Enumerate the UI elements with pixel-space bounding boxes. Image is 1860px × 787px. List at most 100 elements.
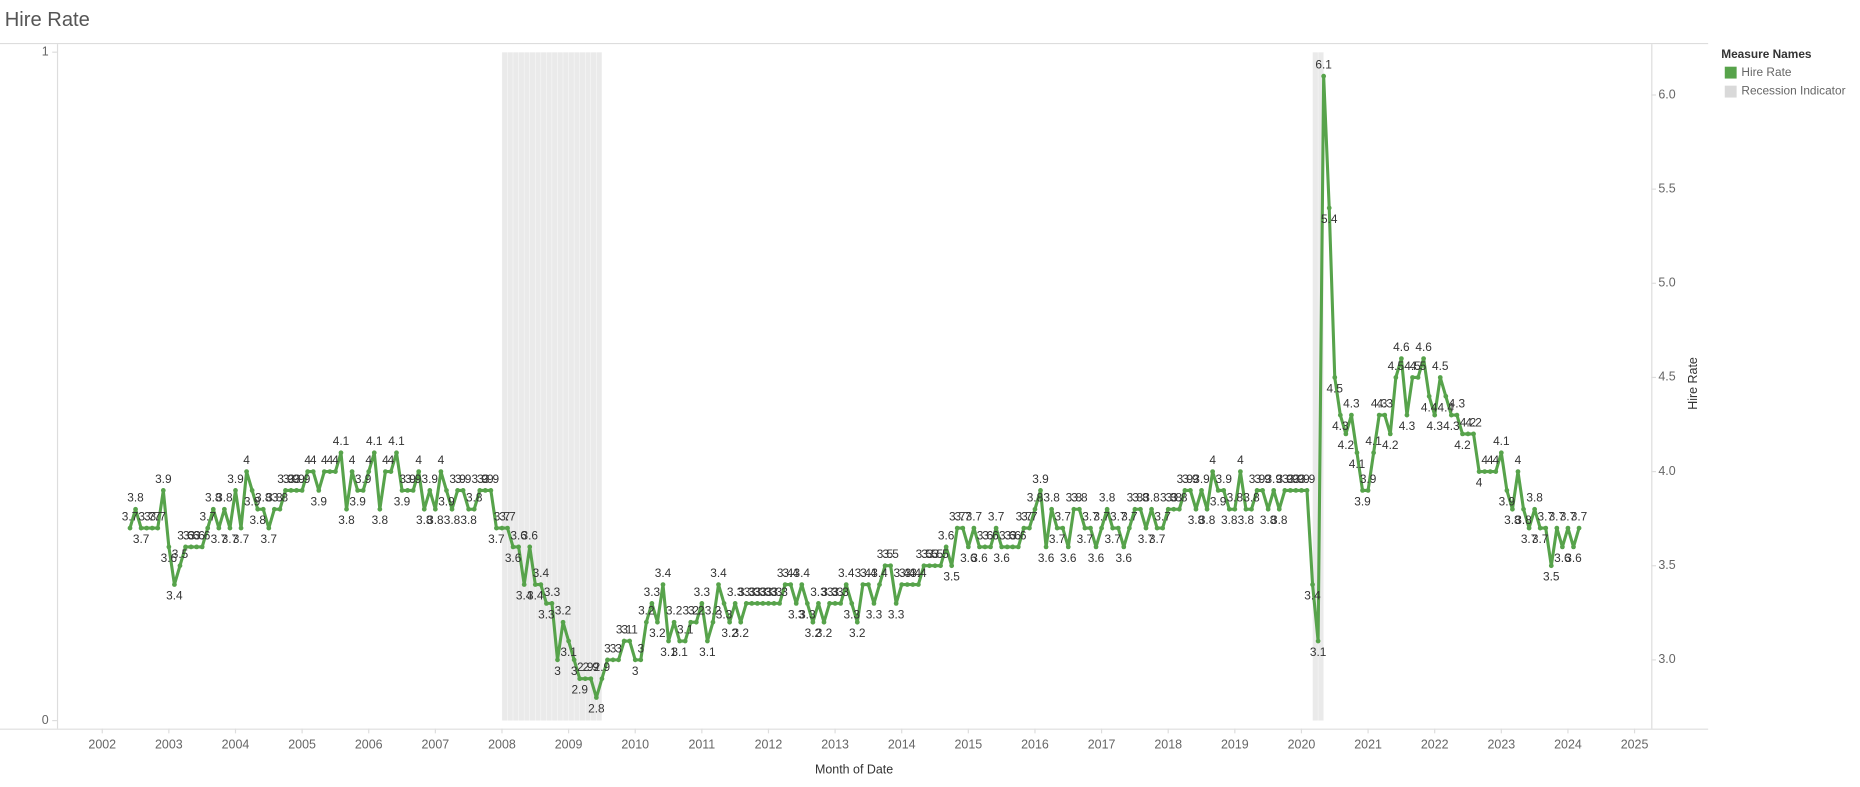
legend-swatch (1724, 85, 1737, 98)
point (1154, 525, 1160, 531)
data-label: 3.3 (544, 585, 561, 599)
data-label: 3.7 (949, 510, 966, 524)
point (399, 488, 405, 493)
data-label: 3.8 (444, 513, 461, 527)
point (549, 601, 555, 606)
point (1176, 506, 1182, 512)
data-label: 3.8 (1271, 513, 1288, 527)
recession-bar (585, 51, 592, 721)
point (438, 469, 444, 474)
data-label: 3.3 (827, 585, 844, 599)
x-tick-label: 2016 (1021, 737, 1049, 751)
data-label: 4.2 (1465, 415, 1482, 429)
point (721, 601, 727, 606)
data-label: 3.9 (438, 494, 455, 508)
point (188, 544, 194, 550)
data-label: 3.9 (311, 494, 328, 508)
x-tick-label: 2014 (888, 737, 916, 751)
point (771, 601, 777, 606)
data-label: 4 (1487, 453, 1494, 467)
point (1138, 506, 1143, 512)
data-label: 3.9 (1299, 472, 1316, 486)
data-label: 3.6 (999, 528, 1016, 542)
data-label: 3.8 (266, 491, 283, 505)
point (205, 525, 211, 531)
data-label: 3.1 (671, 645, 688, 659)
point (260, 506, 266, 512)
point (1054, 525, 1060, 531)
point (249, 488, 255, 493)
point (1399, 356, 1404, 361)
point (344, 506, 349, 512)
data-label: 4 (382, 453, 389, 467)
point (616, 657, 621, 663)
data-label: 4.4 (1421, 400, 1438, 414)
data-label: 3.5 (1543, 570, 1560, 584)
data-label: 3.8 (1127, 491, 1144, 505)
data-label: 3.9 (155, 472, 172, 486)
point (1571, 544, 1576, 550)
data-label: 3.9 (1254, 472, 1271, 486)
point (860, 582, 866, 587)
point (816, 601, 821, 606)
data-label: 3.5 (927, 547, 944, 561)
chart-title: Hire Rate (5, 9, 90, 31)
data-label: 3.8 (1188, 513, 1205, 527)
point (455, 488, 460, 493)
data-label: 3.8 (1221, 513, 1238, 527)
point (1254, 488, 1260, 493)
x-tick-label: 2019 (1221, 737, 1249, 751)
data-label: 3.7 (122, 510, 138, 524)
point (605, 657, 610, 663)
point (960, 525, 966, 531)
data-label: 3.9 (1499, 494, 1516, 508)
point (888, 563, 893, 569)
x-tick-label: 2009 (555, 737, 583, 751)
data-label: 4.3 (1343, 397, 1360, 411)
point (1460, 431, 1465, 437)
point (1343, 431, 1349, 437)
data-label: 4 (415, 453, 422, 467)
point (1065, 544, 1071, 550)
point (427, 488, 433, 493)
point (360, 488, 366, 493)
point (599, 676, 605, 682)
data-label: 4.2 (1338, 438, 1354, 452)
data-label: 3.8 (1171, 491, 1188, 505)
point (338, 450, 344, 456)
point (904, 582, 910, 587)
data-label: 3 (571, 664, 578, 678)
data-label: 3.3 (788, 607, 805, 621)
point (1032, 506, 1038, 512)
point (238, 525, 244, 531)
point (738, 619, 744, 625)
point (222, 506, 227, 512)
data-label: 3.4 (516, 589, 533, 603)
legend-swatch (1724, 66, 1737, 79)
data-label: 3.6 (177, 528, 194, 542)
data-label: 3.2 (705, 604, 721, 618)
point (305, 469, 311, 474)
data-label: 3.6 (1565, 551, 1582, 565)
data-label: 3.7 (494, 510, 511, 524)
point (893, 601, 899, 606)
point (916, 582, 921, 587)
point (177, 563, 183, 569)
point (316, 488, 322, 493)
data-label: 3.8 (1504, 513, 1521, 527)
x-tick-label: 2018 (1154, 737, 1182, 751)
point (1132, 506, 1138, 512)
point (766, 601, 771, 606)
data-label: 4.2 (1382, 438, 1399, 452)
point (421, 506, 427, 512)
y2-tick-label: 4.5 (1658, 370, 1675, 384)
x-tick-label: 2011 (688, 737, 715, 751)
point (621, 638, 627, 644)
point (271, 506, 277, 512)
data-label: 3.8 (1238, 513, 1255, 527)
data-label: 3.7 (1082, 510, 1099, 524)
data-label: 3.4 (855, 566, 872, 580)
point (405, 488, 410, 493)
point (1204, 506, 1210, 512)
point (716, 582, 721, 587)
